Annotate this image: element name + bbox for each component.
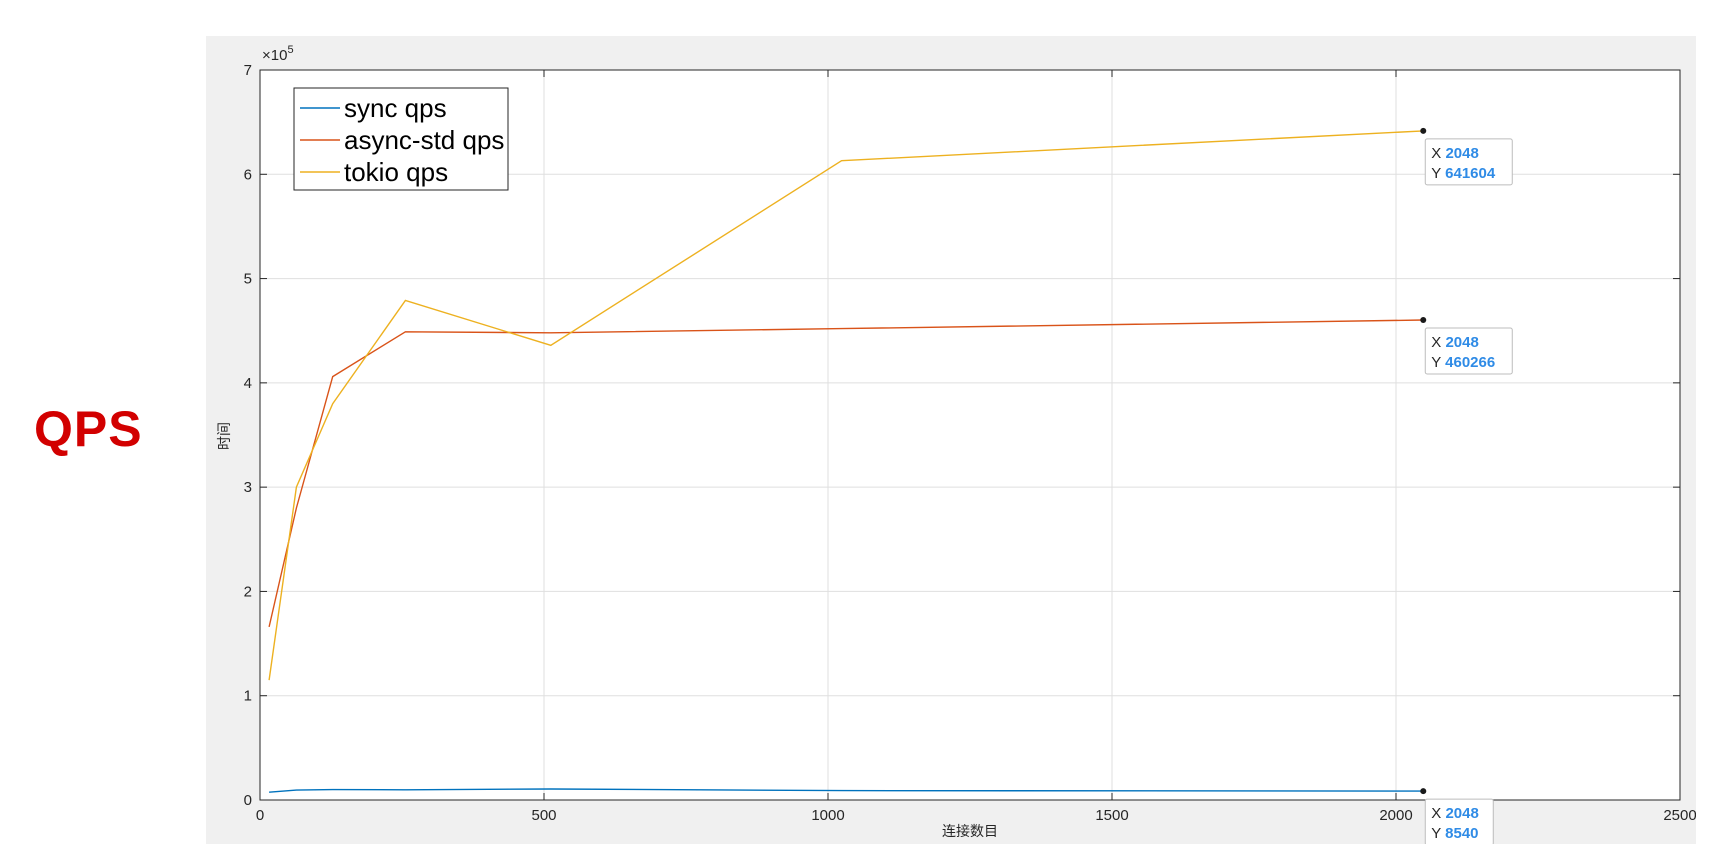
y-exponent-base: ×10 <box>262 47 287 64</box>
datatip-x-row: X 2048 <box>1431 145 1479 162</box>
datatip-x-value: 2048 <box>1445 145 1478 162</box>
series-line-async-std-qps[interactable] <box>268 319 1424 628</box>
datatip-x-label: X <box>1431 145 1445 162</box>
x-tick-label: 2000 <box>1379 807 1412 824</box>
datatip-y-row: Y 460266 <box>1431 354 1495 371</box>
datatip-y-value: 8540 <box>1445 825 1478 842</box>
datatip-box <box>1424 798 1494 844</box>
datatip-x-value: 2048 <box>1445 334 1478 351</box>
legend-entry-label: tokio qps <box>344 157 448 187</box>
plot-frame <box>259 69 1681 801</box>
y-tick-label: 4 <box>244 375 252 392</box>
datatip-x-label: X <box>1431 334 1445 351</box>
datatip-y-label: Y <box>1431 354 1445 371</box>
y-tick-label: 6 <box>244 166 252 183</box>
datatip-x-label: X <box>1431 805 1445 822</box>
x-tick-label: 1000 <box>811 807 844 824</box>
datatip-y-row: Y 8540 <box>1431 825 1478 842</box>
datatip-y-label: Y <box>1431 825 1445 842</box>
datatip-box <box>1424 327 1513 375</box>
y-axis-label: 时间 <box>217 422 233 450</box>
y-tick-label: 7 <box>244 62 252 79</box>
legend-entry-label: sync qps <box>344 93 447 123</box>
datatip-x-row: X 2048 <box>1431 805 1479 822</box>
datatip-x-row: X 2048 <box>1431 334 1479 351</box>
qps-side-label: QPS <box>34 401 143 457</box>
datatip-y-value: 641604 <box>1445 165 1496 182</box>
legend-entry-label: async-std qps <box>344 125 504 155</box>
x-tick-label: 1500 <box>1095 807 1128 824</box>
tick-labels: 0 500 1000 1500 2000 2500 0 1 2 3 4 5 6 7 <box>244 62 1696 824</box>
datatip-y-row: Y 641604 <box>1431 165 1496 182</box>
figure-panel: 0 500 1000 1500 2000 2500 0 1 2 3 4 5 6 7 ×105 连接数目 时… <box>206 36 1696 844</box>
y-tick-label: 0 <box>244 792 252 809</box>
y-tick-label: 5 <box>244 271 252 288</box>
datatip-y-value: 460266 <box>1445 354 1495 371</box>
y-tick-label: 2 <box>244 583 252 600</box>
datatip-marker[interactable] <box>1420 127 1427 134</box>
y-exponent-power: 5 <box>287 44 293 56</box>
series-line-tokio-qps[interactable] <box>268 130 1424 681</box>
x-tick-label: 2500 <box>1663 807 1696 824</box>
series-group <box>268 130 1424 793</box>
x-tick-label: 500 <box>531 807 556 824</box>
datatip-marker[interactable] <box>1420 788 1427 795</box>
y-tick-label: 3 <box>244 479 252 496</box>
x-axis-label: 连接数目 <box>942 823 998 840</box>
datatip-box <box>1424 138 1513 186</box>
y-tick-label: 1 <box>244 688 252 705</box>
datatip-y-label: Y <box>1431 165 1445 182</box>
y-exponent-label: ×105 <box>262 44 294 64</box>
datatip-marker[interactable] <box>1420 317 1427 324</box>
plot-area <box>260 70 1680 800</box>
datatip-x-value: 2048 <box>1445 805 1478 822</box>
series-line-sync-qps[interactable] <box>269 788 1424 793</box>
x-tick-label: 0 <box>256 807 264 824</box>
legend-box <box>293 87 509 191</box>
